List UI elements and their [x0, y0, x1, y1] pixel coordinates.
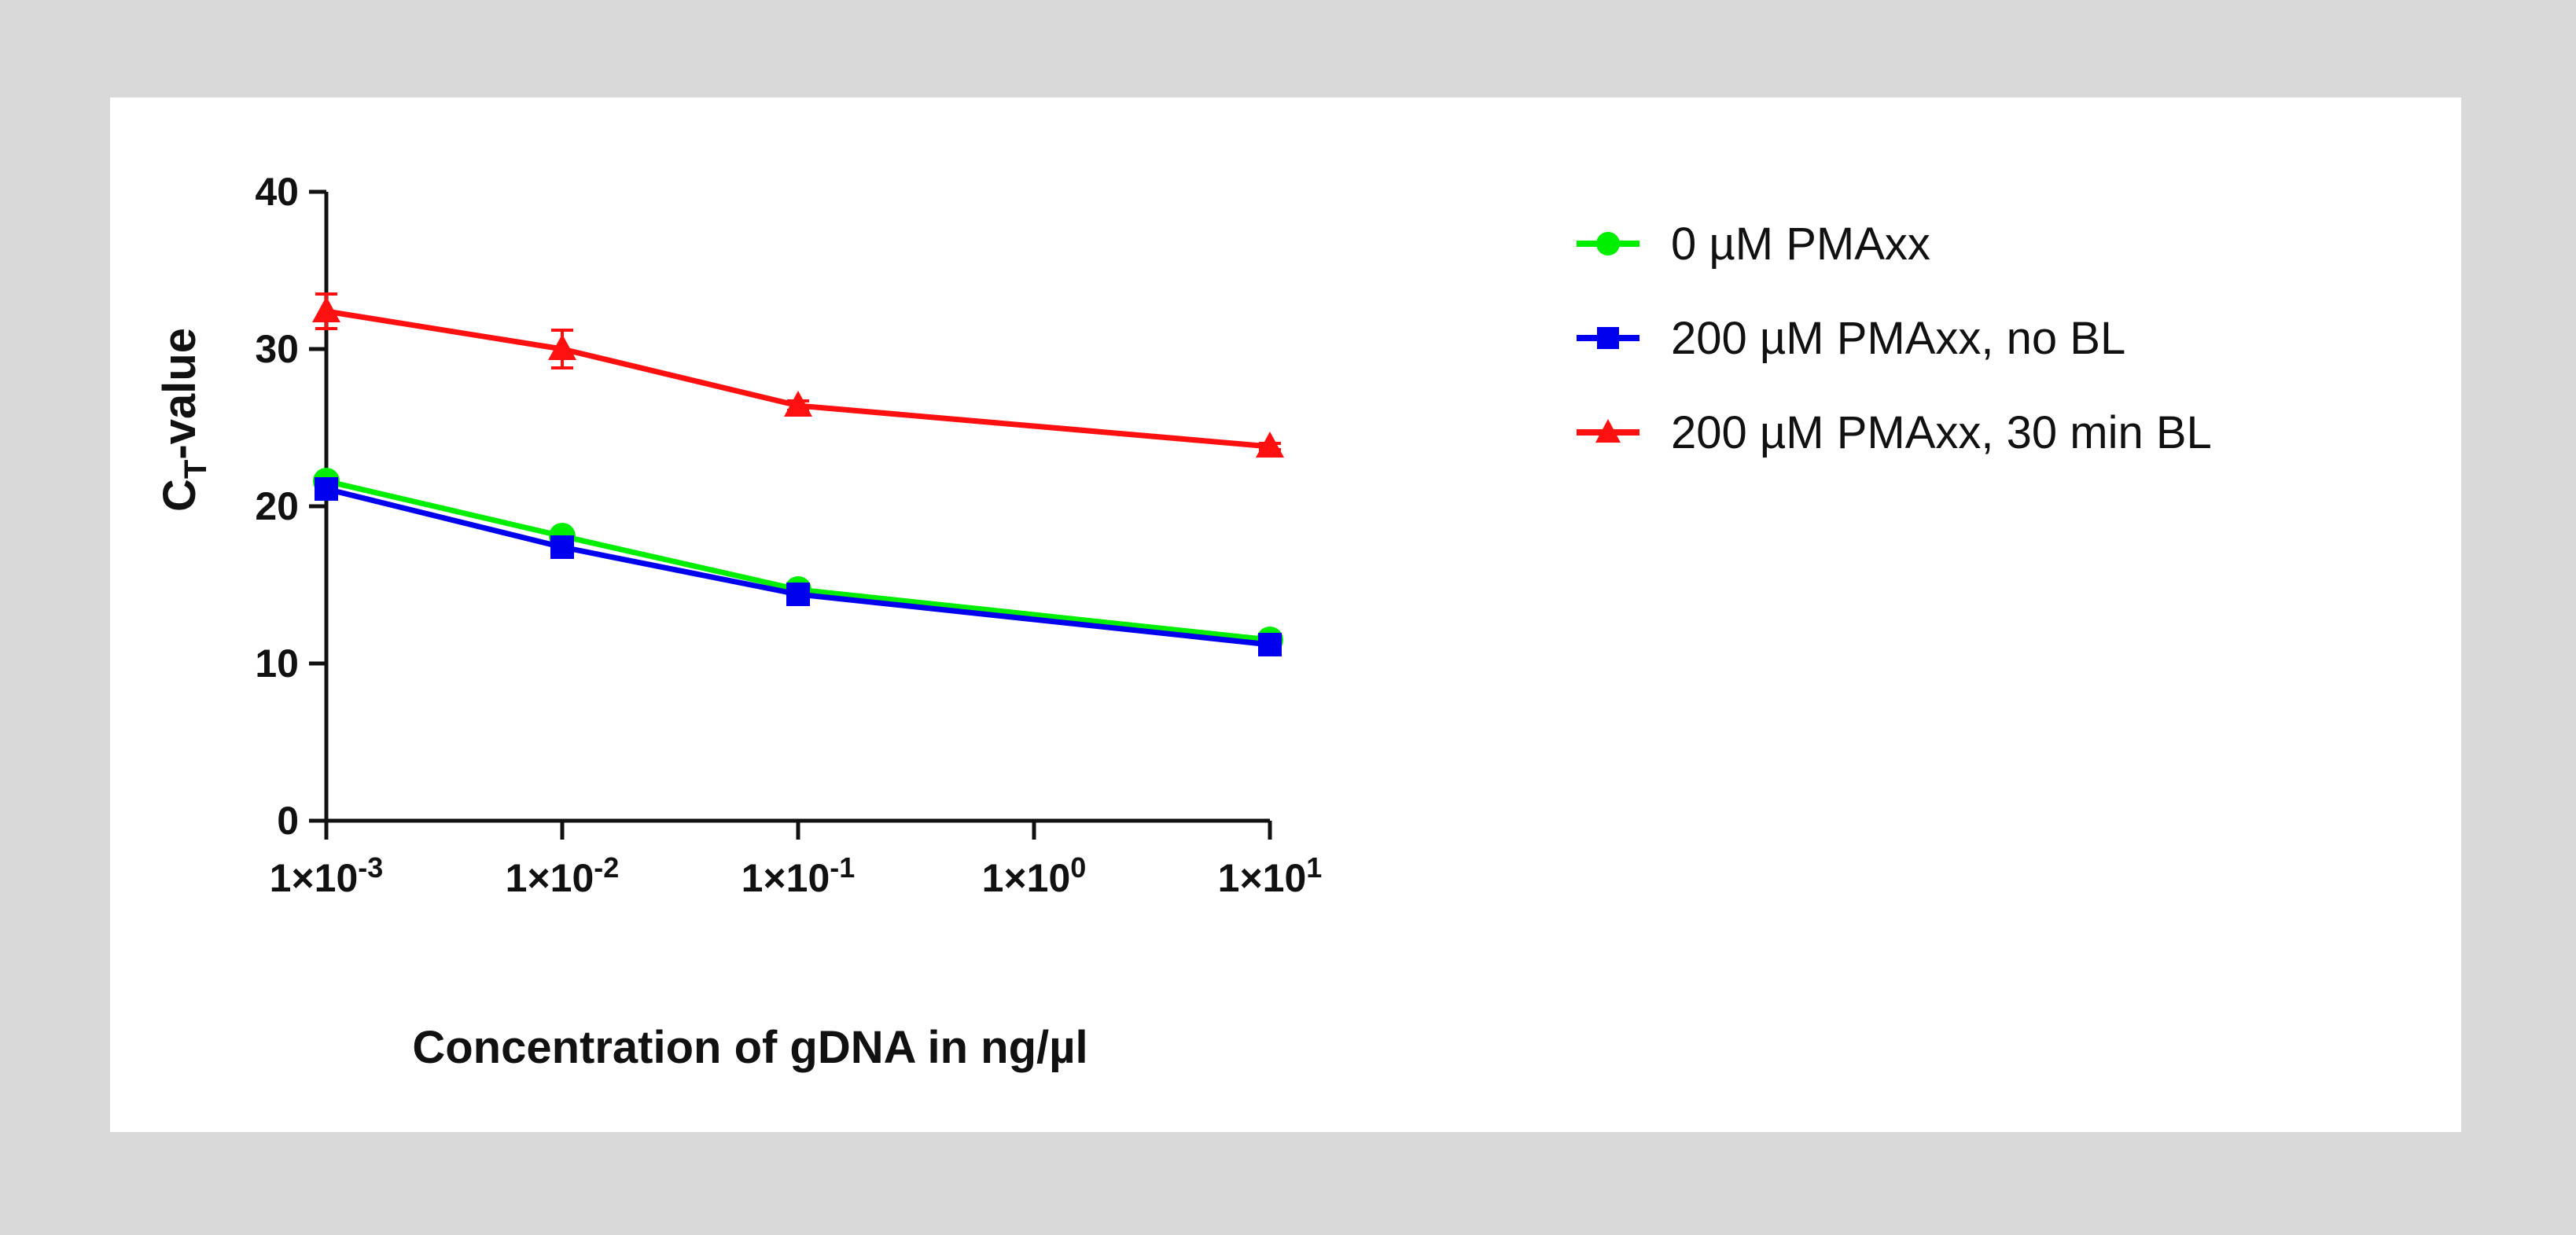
y-tick-label: 10	[255, 641, 299, 685]
series-1	[313, 468, 1283, 653]
series-3	[312, 292, 1284, 458]
series-line	[326, 486, 1271, 648]
y-tick: 30	[255, 327, 326, 371]
y-tick: 0	[277, 799, 326, 843]
data-point	[1256, 432, 1284, 458]
series-2	[315, 477, 1282, 656]
plot-area	[312, 292, 1284, 656]
y-tick-label: 30	[255, 327, 299, 371]
legend-label: 200 µM PMAxx, no BL	[1671, 313, 2125, 364]
legend-entry: 0 µM PMAxx	[1577, 219, 1930, 270]
series-line	[326, 308, 1271, 450]
series-line	[326, 478, 1271, 643]
y-tick-label: 20	[255, 484, 299, 528]
data-point	[548, 334, 576, 360]
x-tick-label: 1×101	[1218, 851, 1323, 900]
x-tick: 1×10-2	[506, 821, 620, 900]
y-axis-title-main: C	[154, 479, 205, 512]
data-point	[786, 583, 810, 606]
legend: 0 µM PMAxx 200 µM PMAxx, no BL 200 µM PM…	[1577, 219, 2212, 458]
legend-marker-triangle	[1595, 419, 1621, 443]
y-axis-title-rest: -value	[154, 328, 205, 460]
x-tick-label: 1×100	[982, 851, 1087, 900]
legend-label: 200 µM PMAxx, 30 min BL	[1671, 407, 2212, 458]
y-axis-title: CT-value	[154, 328, 213, 512]
x-tick: 1×101	[1218, 821, 1323, 900]
y-tick: 10	[255, 641, 326, 685]
x-tick: 1×10-1	[742, 821, 856, 900]
legend-marker-circle	[1596, 232, 1620, 255]
legend-marker-square	[1597, 327, 1619, 349]
legend-label: 0 µM PMAxx	[1671, 219, 1930, 270]
y-axis-title-sub: T	[178, 460, 213, 479]
x-tick-label: 1×10-2	[506, 851, 620, 900]
legend-entry: 200 µM PMAxx, no BL	[1577, 313, 2125, 364]
data-point	[550, 535, 574, 559]
y-tick-label: 40	[255, 170, 299, 214]
line-chart: Concentration of gDNA in ng/µl CT-value …	[154, 170, 2212, 1073]
data-point	[312, 296, 340, 322]
x-tick: 1×100	[982, 821, 1087, 900]
x-tick-label: 1×10-1	[742, 851, 856, 900]
y-tick-label: 0	[277, 799, 299, 843]
x-axis-title: Concentration of gDNA in ng/µl	[412, 1022, 1087, 1073]
legend-entry: 200 µM PMAxx, 30 min BL	[1577, 407, 2212, 458]
y-tick: 20	[255, 484, 326, 528]
data-point	[784, 391, 812, 417]
x-tick-label: 1×10-3	[270, 851, 384, 900]
data-point	[1258, 633, 1282, 656]
y-tick: 40	[255, 170, 326, 214]
x-tick: 1×10-3	[270, 821, 384, 900]
data-point	[315, 477, 338, 501]
chart-panel: Concentration of gDNA in ng/µl CT-value …	[110, 97, 2461, 1132]
